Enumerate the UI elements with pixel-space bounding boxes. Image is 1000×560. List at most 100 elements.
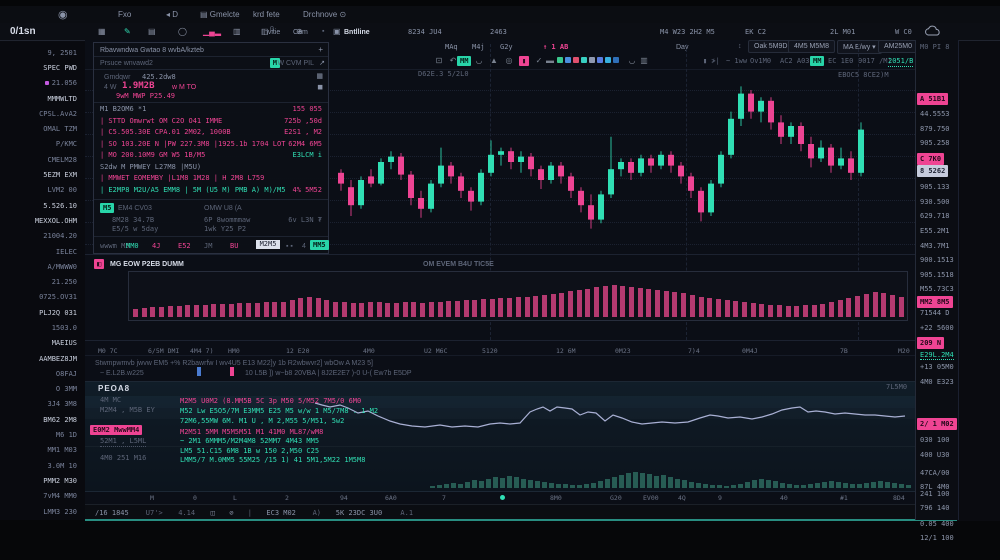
- panel-sub-items[interactable]: W CVM PIL: [277, 60, 314, 67]
- chart-range-item-1[interactable]: ▮ ≯|: [703, 57, 720, 65]
- sidebar-item-24[interactable]: 3J4 3M8: [47, 400, 77, 409]
- volume-title[interactable]: MG EOW P2EB DUMM: [110, 261, 184, 268]
- cloud-icon[interactable]: [924, 25, 942, 37]
- clipboard-icon[interactable]: ▤: [148, 27, 156, 36]
- indicator-chip-3[interactable]: [573, 57, 579, 63]
- status-slash-icon[interactable]: ⊘: [229, 509, 234, 517]
- chart-tool-icon-8[interactable]: ◡: [628, 56, 636, 65]
- sidebar-item-28[interactable]: 3.0M 10: [47, 461, 77, 470]
- indicator-chip-2[interactable]: [565, 57, 571, 63]
- indicator-chip-6[interactable]: [597, 57, 603, 63]
- interval-spinner[interactable]: ↕: [738, 43, 742, 50]
- sidebar-item-4[interactable]: MMMWLTD: [47, 94, 77, 103]
- sidebar-item-5[interactable]: CPSL.AvA2: [39, 109, 77, 118]
- panel-footer-item-2[interactable]: MM0: [126, 242, 139, 250]
- chart-tool-icon-5[interactable]: ◎: [505, 56, 513, 65]
- bottom-indicator-chart[interactable]: [85, 381, 915, 490]
- sidebar-item-31[interactable]: LMM3 230: [43, 507, 77, 516]
- panel-add-button[interactable]: +: [318, 45, 323, 54]
- chart-range-item-2[interactable]: ~ 1ww: [726, 57, 748, 65]
- symbol-button-2[interactable]: 4M5 M5M8: [788, 40, 836, 53]
- time-axis-1[interactable]: M0 7C 6/5M DMI 4M4 7) HM0 12 E20 4M0 U2 M6C 512…: [0, 345, 1000, 355]
- chart-range-item-6[interactable]: 9017 /M): [858, 57, 892, 65]
- indicator-chip-7[interactable]: [605, 57, 611, 63]
- chart-range-item-3[interactable]: Ov1M0: [750, 57, 772, 65]
- panel-sub-chip[interactable]: M: [269, 58, 280, 68]
- series-style-chip[interactable]: ▮: [519, 56, 530, 66]
- chart-tool-icon-6[interactable]: ✓: [535, 56, 543, 65]
- chart-tool-icon-2[interactable]: ↶: [449, 56, 457, 65]
- sidebar-item-6[interactable]: OMAL TZM: [43, 125, 77, 134]
- chart-tool-icon-9[interactable]: ▥: [640, 56, 648, 65]
- sidebar-item-10[interactable]: LVM2 00: [47, 186, 77, 195]
- sidebar-item-9[interactable]: 5EZM EXM: [43, 171, 77, 180]
- watchlist-label[interactable]: Bntlline: [344, 29, 370, 36]
- order-box-icon[interactable]: ◼: [317, 84, 323, 91]
- panel-footer-item-4[interactable]: E52: [178, 242, 191, 250]
- menu-item-2[interactable]: ◂ D: [166, 10, 179, 19]
- panel-footer-button[interactable]: MM5: [310, 240, 329, 250]
- sidebar-item-21[interactable]: AAMBEZ8JM: [39, 354, 77, 363]
- order-grid-icon[interactable]: ▦: [316, 73, 323, 80]
- sidebar-item-14[interactable]: IELEC: [55, 247, 77, 256]
- sidebar-item-26[interactable]: M6 1D: [55, 431, 77, 440]
- sidebar-item-19[interactable]: 1503.0: [51, 323, 77, 332]
- sidebar-item-23[interactable]: O 3MM: [55, 385, 77, 394]
- sidebar-item-15[interactable]: A/MWWW0: [47, 262, 77, 271]
- sidebar-item-13[interactable]: 21004.20: [43, 232, 77, 241]
- basket-icon[interactable]: ▥: [233, 27, 241, 36]
- sidebar-item-22[interactable]: O8FAJ: [55, 369, 77, 378]
- chart-tool-icon-3[interactable]: ◡: [475, 56, 483, 65]
- active-tool-chip[interactable]: MM: [457, 56, 472, 66]
- chart-tool-icon-7[interactable]: ▬: [546, 56, 554, 65]
- sidebar-item-20[interactable]: MAEIUS: [51, 339, 77, 348]
- menu-item-4[interactable]: krd fete: [253, 10, 280, 19]
- chart-link[interactable]: 2051/B: [888, 57, 914, 67]
- sidebar-item-1[interactable]: 9, 2501: [47, 48, 77, 57]
- chart-tool-icon-1[interactable]: ⊡: [435, 56, 443, 65]
- sidebar-item-30[interactable]: 7vM4 MM0: [43, 492, 77, 501]
- panel-expand-icon[interactable]: ↗: [319, 60, 325, 67]
- panel-footer-input[interactable]: M2M5: [256, 240, 280, 249]
- menu-item-1[interactable]: Fxo: [118, 10, 132, 19]
- time-axis-2[interactable]: M 0 L 2 94 6A0 7 8M0 G20 EV00 4Q 9 40 #1 8D4: [0, 492, 1000, 504]
- live-chip[interactable]: MM: [810, 56, 825, 66]
- interval-select[interactable]: Day: [676, 44, 689, 51]
- candlestick-chart[interactable]: [85, 44, 915, 256]
- panel-footer-item-5[interactable]: JM: [204, 242, 213, 250]
- indicator-chip-5[interactable]: [589, 57, 595, 63]
- circle-tool-icon[interactable]: ◯: [178, 27, 187, 36]
- cup-icon[interactable]: ◫: [261, 27, 269, 36]
- sidebar-item-11[interactable]: 5.526.10: [43, 201, 77, 210]
- status-grid-icon[interactable]: ◫: [210, 509, 215, 517]
- chart-tool-icon-4[interactable]: ▲: [490, 56, 498, 65]
- section2-chip[interactable]: M5: [100, 203, 115, 213]
- sidebar-item-16[interactable]: 21.250: [51, 278, 77, 287]
- sidebar-item-3[interactable]: 21.056: [0, 76, 85, 91]
- panel-footer-item-6[interactable]: BU: [230, 242, 239, 250]
- cam-button[interactable]: Cam: [293, 29, 308, 36]
- highlighted-row-chip[interactable]: E0M2 MwwMM4: [90, 425, 143, 435]
- layout-grid-icon[interactable]: ▦: [98, 27, 106, 36]
- sidebar-item-12[interactable]: MEXXOL.OHM: [34, 216, 77, 225]
- symbol-button-3[interactable]: MA E/wy ▾: [837, 40, 882, 54]
- indicator-chip-4[interactable]: [581, 57, 587, 63]
- menu-item-3[interactable]: ▤ Gmelcte: [200, 10, 240, 19]
- indicator-chip-8[interactable]: [613, 57, 619, 63]
- sidebar-item-29[interactable]: PMM2 M30: [43, 476, 77, 485]
- draw-pen-icon[interactable]: ✎: [124, 27, 131, 36]
- menu-item-5[interactable]: Drchnove ⊙: [303, 10, 347, 19]
- sidebar-item-27[interactable]: MM1 M03: [47, 446, 77, 455]
- app-logo-icon[interactable]: ◉: [58, 9, 68, 21]
- sidebar-item-17[interactable]: 0725.OV31: [39, 293, 77, 302]
- price-scale[interactable]: M0 PI 8 A 51B1 44.5553 879.750 905.258 C 7K0…: [915, 40, 959, 542]
- legend-line1[interactable]: Stwmpwmvb jwvw EM5 +% R2bawrfw I wv4U5 E…: [95, 360, 373, 367]
- indicator-chip-1[interactable]: [557, 57, 563, 63]
- sidebar-item-25[interactable]: BM62 2M8: [43, 415, 77, 424]
- sidebar-item-18[interactable]: PLJ2Q 031: [39, 308, 77, 317]
- panel-footer-item-3[interactable]: 4J: [152, 242, 161, 250]
- invite-button[interactable]: Invitie: [262, 29, 281, 36]
- globe-icon[interactable]: ⊕: [296, 27, 303, 36]
- panel-footer-item-1[interactable]: wwwm M5: [100, 242, 130, 250]
- mini-chart-icon[interactable]: ▁▄▂: [203, 27, 221, 36]
